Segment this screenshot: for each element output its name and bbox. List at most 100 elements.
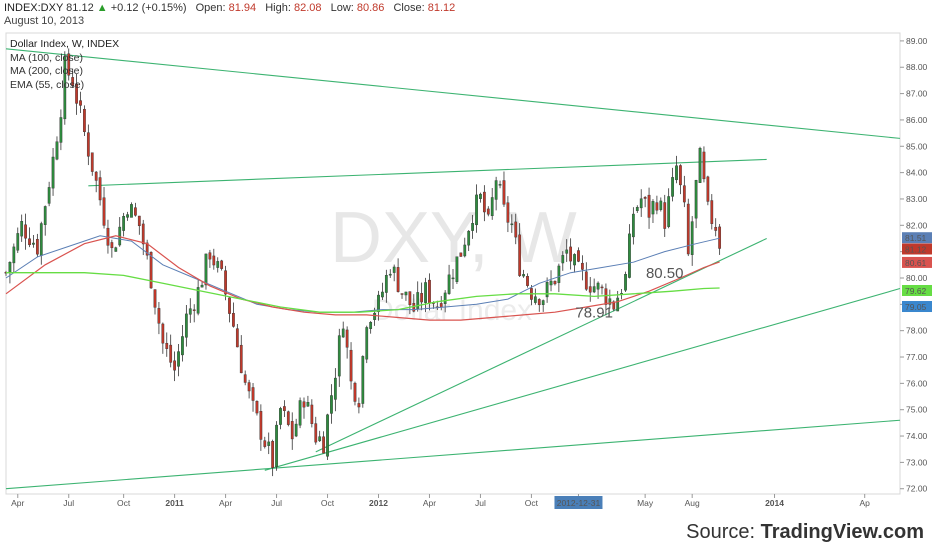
candle-body-up — [549, 280, 553, 286]
candle — [655, 195, 659, 215]
candle — [283, 400, 286, 418]
candle — [188, 298, 192, 323]
y-tick-label: 85.00 — [906, 141, 928, 151]
candle — [28, 227, 31, 248]
candle — [337, 328, 341, 387]
price-tag-bg — [902, 301, 932, 313]
candle — [286, 410, 290, 427]
price-axis[interactable]: 89.00 88.00 87.00 86.00 85.00 84.00 83.00 82.00… — [900, 36, 928, 494]
price-tag-label: 79.05 — [905, 302, 927, 312]
candle-body-down — [526, 276, 529, 286]
candle-body-up — [639, 198, 643, 209]
trendline-support-steep — [315, 237, 767, 453]
x-tick-label: Oct — [525, 498, 539, 508]
legend-ma200[interactable]: MA (200, close) — [10, 65, 83, 77]
candle-body-down — [263, 440, 267, 447]
candle-body-up — [404, 291, 408, 296]
candle — [67, 48, 71, 81]
candle-body-up — [557, 265, 561, 283]
price-tag-label: 81.12 — [905, 244, 927, 254]
candle — [486, 206, 490, 217]
candle — [643, 196, 647, 208]
candle-body-up — [8, 262, 12, 274]
candle-body-down — [75, 83, 78, 104]
high-value: 82.08 — [293, 2, 322, 14]
candle — [102, 187, 106, 229]
candle-body-up — [698, 147, 702, 183]
candle-body-up — [267, 441, 271, 446]
candle-body-up — [326, 414, 329, 457]
candle-body-down — [600, 286, 604, 289]
candle-body-down — [251, 387, 255, 401]
candle-body-down — [149, 252, 153, 289]
candle-body-up — [16, 233, 20, 251]
candle-body-up — [196, 287, 200, 314]
open-label: Open: — [195, 2, 226, 14]
trendline-support-mid — [264, 287, 901, 471]
trendline-horizontal-resistance — [88, 158, 767, 187]
candle-body-down — [67, 53, 71, 76]
candle — [624, 271, 627, 293]
x-tick-label: 2012 — [369, 498, 388, 508]
candle — [651, 199, 655, 224]
plot-frame — [5, 32, 901, 495]
candle — [498, 180, 502, 189]
chart-legend: Dollar Index, W, INDEX MA (100, close) M… — [10, 38, 119, 92]
candle — [212, 248, 216, 270]
candle — [75, 73, 78, 115]
candle — [310, 399, 314, 428]
candle-body-up — [690, 221, 694, 255]
candle — [381, 282, 384, 301]
candle-body-down — [710, 200, 714, 224]
candle-body-down — [283, 406, 286, 411]
candle-body-down — [161, 323, 165, 344]
candle-body-down — [212, 255, 216, 266]
candle — [161, 322, 165, 354]
candle-body-down — [349, 349, 353, 382]
candle — [675, 155, 678, 184]
legend-title[interactable]: Dollar Index, W, INDEX — [10, 38, 120, 50]
candle — [600, 284, 604, 295]
time-axis[interactable]: Apr Jul Oct 2011 Apr Jul Oct 2012 Apr Jul Oct 2012-… — [11, 494, 870, 509]
candle-body-down — [220, 260, 224, 269]
y-tick-label: 78.00 — [906, 326, 928, 336]
candle-body-down — [518, 234, 522, 276]
candle-body-down — [314, 423, 318, 443]
candle-body-down — [137, 215, 141, 227]
candle-body-down — [232, 312, 235, 327]
price-tag-bg — [902, 243, 932, 255]
candle-body-up — [490, 197, 494, 217]
candle-body-down — [165, 342, 169, 349]
candle-body-up — [177, 351, 180, 367]
candle — [169, 334, 173, 368]
candle-body-down — [506, 202, 510, 223]
candle-body-down — [682, 185, 686, 203]
legend-ema55[interactable]: EMA (55, close) — [10, 78, 85, 91]
watermark: DXY, W Dollar Index — [330, 198, 577, 327]
candle-body-up — [122, 216, 126, 231]
candle-body-up — [467, 230, 471, 246]
candle — [184, 304, 188, 347]
candle-body-down — [247, 382, 251, 392]
candle-body-up — [204, 253, 208, 286]
candle-body-down — [235, 328, 239, 348]
candle-body-down — [714, 227, 718, 231]
candle — [59, 109, 63, 151]
candle-body-up — [63, 56, 67, 120]
y-tick-label: 86.00 — [906, 115, 928, 125]
y-tick-label: 83.00 — [906, 194, 928, 204]
candle — [247, 379, 251, 399]
candle — [537, 298, 541, 312]
source-label: Source: — [686, 521, 761, 543]
candle-body-down — [588, 286, 592, 293]
candle-body-down — [134, 207, 137, 216]
legend-ma100[interactable]: MA (100, close) — [10, 51, 83, 64]
candle-body-down — [243, 374, 247, 383]
candle — [388, 269, 392, 278]
candle-body-down — [482, 191, 486, 213]
x-tick-label: Oct — [321, 498, 335, 508]
candle-body-up — [608, 298, 612, 305]
close-label: Close: — [393, 2, 425, 14]
